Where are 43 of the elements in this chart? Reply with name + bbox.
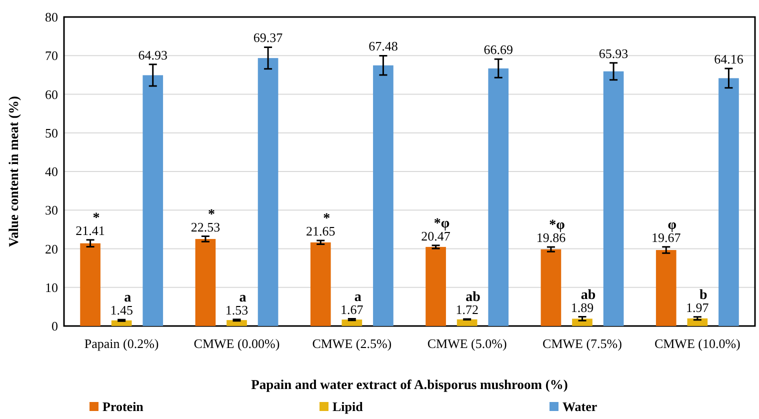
- x-tick-label: CMWE (0.00%): [194, 336, 280, 351]
- y-tick-label: 70: [45, 48, 58, 64]
- legend-label: Water: [562, 399, 598, 414]
- bar: [456, 319, 478, 326]
- bar: [572, 318, 592, 326]
- y-tick-label: 50: [45, 125, 58, 140]
- bar: [342, 320, 362, 326]
- bar: [488, 68, 509, 326]
- y-tick-label: 80: [45, 10, 58, 25]
- data-label: 64.16: [714, 52, 744, 67]
- bar: [80, 243, 100, 326]
- data-label: 65.93: [598, 46, 628, 61]
- x-tick-label: Papain (0.2%): [84, 336, 159, 351]
- y-tick-label: 60: [45, 86, 58, 102]
- data-label: 67.48: [368, 38, 398, 54]
- y-tick-label: 10: [45, 280, 58, 295]
- bar: [687, 318, 708, 326]
- y-axis-title: Value content in meat (%): [6, 96, 21, 247]
- bar: [373, 65, 394, 326]
- data-label: 69.37: [253, 30, 284, 46]
- bar: [603, 71, 624, 326]
- x-axis-title: Papain and water extract of A.bisporus mushroom (%): [251, 377, 568, 392]
- y-tick-label: 40: [45, 164, 58, 180]
- data-label: 64.93: [138, 47, 168, 62]
- x-tick-label: CMWE (10.0%): [654, 336, 740, 351]
- bar: [656, 250, 676, 326]
- legend-label: Lipid: [332, 399, 364, 414]
- y-tick-label: 20: [45, 241, 58, 256]
- bar: [258, 58, 278, 326]
- x-tick-label: CMWE (7.5%): [542, 336, 622, 351]
- bar: [226, 320, 247, 326]
- y-tick-label: 30: [45, 202, 58, 218]
- bar: [426, 246, 446, 326]
- bar: [142, 75, 164, 326]
- bar: [540, 249, 562, 326]
- bar: [195, 238, 216, 326]
- bar: [310, 242, 331, 326]
- legend-label: Protein: [102, 399, 144, 414]
- y-tick-label: 0: [52, 318, 58, 334]
- data-label: 66.69: [484, 42, 513, 58]
- x-tick-label: CMWE (2.5%): [312, 336, 392, 351]
- bar: [718, 78, 739, 326]
- x-tick-label: CMWE (5.0%): [427, 336, 507, 351]
